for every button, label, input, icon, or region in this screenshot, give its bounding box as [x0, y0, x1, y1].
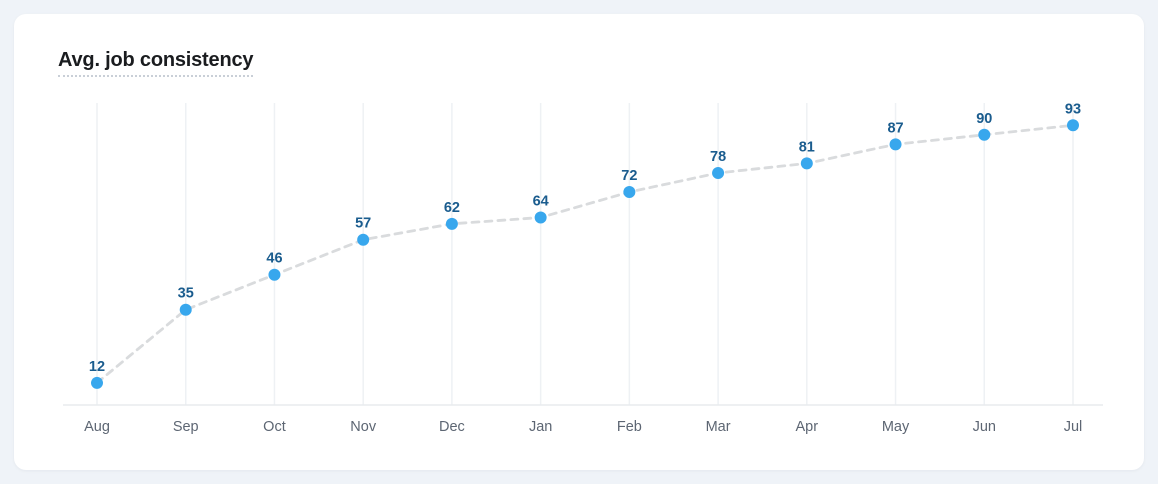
data-point[interactable]: [623, 186, 636, 199]
data-point[interactable]: [800, 157, 813, 170]
data-point-value-label: 57: [355, 216, 371, 232]
data-point[interactable]: [889, 138, 902, 151]
trend-line: [95, 123, 1075, 385]
data-point[interactable]: [179, 303, 192, 316]
data-point-value-label: 81: [799, 139, 815, 155]
x-axis-tick-label: May: [882, 419, 910, 435]
data-point-value-label: 93: [1065, 101, 1081, 117]
chart-title-text[interactable]: Avg. job consistency: [58, 47, 254, 77]
data-point[interactable]: [268, 268, 281, 281]
x-axis-tick-label: Sep: [173, 419, 199, 435]
x-axis-tick-label: Aug: [84, 419, 110, 435]
data-point-value-label: 90: [976, 111, 992, 127]
x-axis-tick-label: Jan: [529, 419, 552, 435]
data-point[interactable]: [445, 217, 458, 230]
data-point-value-label: 46: [266, 251, 282, 267]
x-axis-tick-label: Jun: [973, 419, 996, 435]
data-point[interactable]: [712, 166, 725, 179]
x-axis-tick-label: Jul: [1064, 419, 1083, 435]
chart-title: Avg. job consistency: [58, 47, 254, 77]
x-axis-tick-label: Feb: [617, 419, 642, 435]
data-point-value-label: 12: [89, 359, 105, 375]
x-axis-tick-label: Nov: [350, 419, 377, 435]
data-point-value-label: 64: [533, 193, 549, 209]
x-axis-tick-label: Mar: [706, 419, 731, 435]
data-point[interactable]: [534, 211, 547, 224]
data-point-value-label: 62: [444, 200, 460, 216]
data-point-value-label: 35: [178, 286, 194, 302]
data-point[interactable]: [1067, 119, 1079, 132]
x-axis-tick-label: Apr: [796, 419, 819, 435]
data-point-value-label: 72: [621, 168, 637, 184]
chart-card: Avg. job consistency: [14, 14, 1144, 470]
data-point[interactable]: [91, 376, 103, 389]
data-point-value-label: 78: [710, 149, 726, 165]
data-point[interactable]: [357, 233, 370, 246]
data-point[interactable]: [978, 128, 991, 141]
x-axis-tick-label: Oct: [263, 419, 286, 435]
data-point-value-label: 87: [887, 120, 903, 136]
x-axis-tick-label: Dec: [439, 419, 465, 435]
